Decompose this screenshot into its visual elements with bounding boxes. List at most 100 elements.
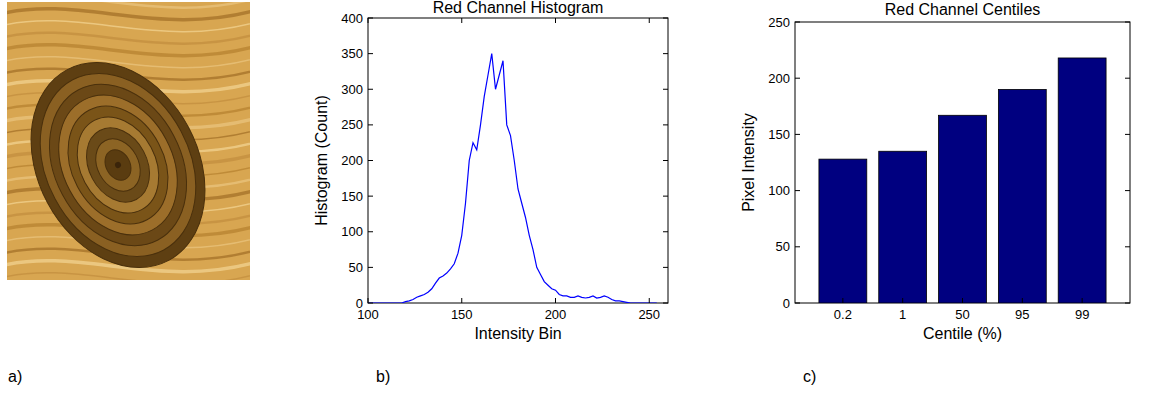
x-tick-top <box>555 18 556 23</box>
y-tick <box>368 89 373 90</box>
knot-ring <box>7 32 239 280</box>
y-tick-label: 50 <box>776 239 790 254</box>
x-tick-label: 99 <box>1075 307 1089 322</box>
knot-ring <box>10 46 227 280</box>
x-tick <box>842 298 843 303</box>
wood-grain <box>7 273 250 280</box>
y-tick-label: 200 <box>768 71 790 86</box>
y-tick <box>368 18 373 19</box>
x-tick <box>962 298 963 303</box>
y-tick-right <box>1125 78 1130 79</box>
y-tick <box>368 196 373 197</box>
y-tick-label: 200 <box>341 153 363 168</box>
wood-grain <box>7 45 250 56</box>
y-tick <box>368 231 373 232</box>
y-tick <box>795 22 800 23</box>
x-tick <box>461 298 462 303</box>
y-tick-label: 250 <box>341 117 363 132</box>
knot-ring <box>22 60 213 269</box>
x-tick <box>1082 298 1083 303</box>
data-group <box>368 54 657 303</box>
y-tick <box>368 53 373 54</box>
x-tick-label: 95 <box>1015 307 1029 322</box>
bar <box>879 151 927 303</box>
y-tick-label: 150 <box>768 127 790 142</box>
knot-ring <box>87 131 149 199</box>
panel-label: a) <box>8 368 22 385</box>
y-tick-right <box>663 196 668 197</box>
panel-label: b) <box>376 368 390 385</box>
y-tick-right <box>663 124 668 125</box>
knot-ring <box>35 75 200 256</box>
x-tick <box>1022 298 1023 303</box>
x-tick-label: 200 <box>545 307 567 322</box>
figure: a)100150200250050100150200250300350400Re… <box>0 0 1151 398</box>
wood-grain <box>7 57 250 68</box>
y-tick <box>368 267 373 268</box>
chart-bar: 0.21509599050100150200250Red Channel Cen… <box>740 1 1130 385</box>
y-tick-right <box>663 160 668 161</box>
x-tick <box>555 298 556 303</box>
chart-title: Red Channel Histogram <box>433 0 604 16</box>
y-tick-right <box>1125 246 1130 247</box>
wood-image <box>0 0 260 298</box>
x-tick-label: 250 <box>638 307 660 322</box>
y-axis-title: Histogram (Count) <box>313 95 330 226</box>
y-tick-right <box>663 231 668 232</box>
y-tick <box>368 160 373 161</box>
wood-grain <box>7 2 250 8</box>
y-axis-title: Pixel Intensity <box>740 113 757 212</box>
y-tick <box>795 78 800 79</box>
y-tick-right <box>663 303 668 304</box>
bar <box>939 115 987 303</box>
y-tick-label: 150 <box>341 189 363 204</box>
plot-frame <box>368 18 668 303</box>
y-tick-label: 250 <box>768 15 790 30</box>
x-tick-label: 50 <box>955 307 969 322</box>
y-tick-right <box>663 89 668 90</box>
y-tick-right <box>1125 190 1130 191</box>
chart-line: 100150200250050100150200250300350400Red … <box>313 0 668 385</box>
y-tick-label: 0 <box>783 296 790 311</box>
y-tick-label: 100 <box>768 183 790 198</box>
x-tick-top <box>461 18 462 23</box>
knot <box>7 32 239 280</box>
y-tick-right <box>1125 134 1130 135</box>
bar <box>819 159 867 303</box>
data-group <box>819 58 1106 303</box>
y-tick-label: 0 <box>356 296 363 311</box>
wood-group <box>7 2 250 280</box>
chart-title: Red Channel Centiles <box>885 1 1041 18</box>
wood-grain <box>7 33 250 44</box>
x-tick-top <box>649 18 650 23</box>
y-tick <box>368 303 373 304</box>
x-tick-label: 0.2 <box>834 307 852 322</box>
bar <box>998 89 1046 303</box>
y-tick <box>795 190 800 191</box>
y-tick <box>795 134 800 135</box>
y-tick-label: 50 <box>349 260 363 275</box>
y-tick-label: 400 <box>341 11 363 26</box>
panel-label: c) <box>803 368 816 385</box>
wood-grain <box>7 21 250 32</box>
y-tick-right <box>1125 22 1130 23</box>
x-axis-title: Intensity Bin <box>474 325 561 342</box>
knot-ring <box>48 89 187 242</box>
x-axis-title: Centile (%) <box>923 325 1002 342</box>
y-tick <box>368 124 373 125</box>
y-tick-right <box>1125 303 1130 304</box>
x-tick-label: 150 <box>451 307 473 322</box>
y-tick <box>795 303 800 304</box>
y-tick-right <box>663 53 668 54</box>
y-tick-right <box>663 267 668 268</box>
y-tick-label: 300 <box>341 82 363 97</box>
x-tick <box>649 298 650 303</box>
y-tick-label: 100 <box>341 224 363 239</box>
x-tick-top <box>368 18 369 23</box>
y-tick-label: 350 <box>341 46 363 61</box>
y-tick-right <box>663 18 668 19</box>
histogram-line <box>368 54 657 303</box>
x-tick-label: 1 <box>899 307 906 322</box>
x-tick <box>368 298 369 303</box>
wood-grain <box>7 9 250 20</box>
